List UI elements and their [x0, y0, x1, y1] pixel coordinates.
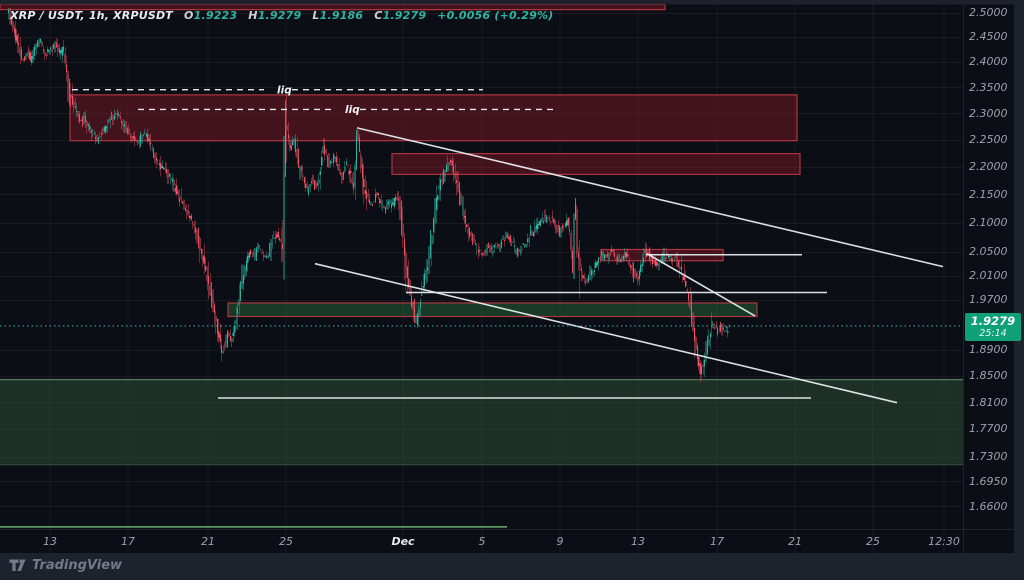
symbol-legend: XRP / USDT, 1h, XRPUSDT O1.9223 H1.9279 …	[10, 9, 553, 22]
price-axis-label: 2.2000	[969, 160, 1008, 174]
price-axis-label: 2.4500	[969, 30, 1008, 44]
supply-zone-1	[69, 94, 798, 142]
high-label: H	[248, 9, 258, 22]
time-axis-label: 12:30	[928, 535, 960, 548]
liquidity-line-1: liq	[72, 84, 483, 96]
time-axis-label: 25	[279, 535, 293, 548]
current-price-badge: 1.9279 25:14	[965, 312, 1021, 341]
low-value: 1.9186	[319, 9, 364, 22]
time-axis-label: 25	[866, 535, 880, 548]
badge-countdown: 25:14	[979, 328, 1007, 340]
time-axis-label: Dec	[391, 535, 415, 548]
liquidity-line-2: liq	[138, 104, 553, 116]
close-label: C	[374, 9, 383, 22]
price-axis-label: 2.3000	[969, 106, 1008, 120]
price-axis-label: 2.3500	[969, 80, 1008, 94]
time-axis-label: 21	[788, 535, 802, 548]
candlestick-series	[8, 7, 730, 383]
time-axis-label: 13	[631, 535, 645, 548]
demand-zone-2	[0, 379, 963, 465]
price-axis-label: 2.2500	[969, 133, 1008, 147]
price-axis-label: 2.0500	[969, 245, 1008, 259]
price-axis-label: 1.7300	[969, 450, 1008, 464]
demand-zone-1	[227, 302, 758, 318]
price-axis-label: 2.4000	[969, 55, 1008, 69]
tradingview-watermark: TradingView	[9, 558, 122, 573]
price-axis-label: 1.6950	[969, 474, 1008, 488]
symbol-title[interactable]: XRP / USDT, 1h, XRPUSDT	[10, 9, 174, 22]
price-axis-label: 1.6600	[969, 499, 1008, 513]
time-axis-label: 17	[121, 535, 135, 548]
time-axis-label: 13	[43, 535, 57, 548]
trendline-2	[314, 262, 898, 404]
time-axis-label: 5	[478, 535, 486, 548]
open-value: 1.9223	[193, 9, 238, 22]
price-axis-label: 2.0100	[969, 269, 1008, 283]
supply-zone-top-partial	[0, 4, 666, 11]
tradingview-logo-icon	[9, 559, 26, 571]
price-axis-label: 1.9700	[969, 293, 1008, 307]
change-value: +0.0056 (+0.29%)	[437, 9, 554, 22]
price-axis-label: 2.5000	[969, 6, 1008, 20]
price-axis-label: 2.1000	[969, 216, 1008, 230]
liquidity-label: liq	[345, 104, 360, 116]
liquidity-label: liq	[277, 84, 292, 96]
price-axis-label: 1.8900	[969, 343, 1008, 357]
time-axis-label: 17	[710, 535, 724, 548]
price-axis-label: 2.1500	[969, 187, 1008, 201]
tradingview-brand-text: TradingView	[32, 558, 123, 573]
open-label: O	[184, 9, 194, 22]
time-axis-label: 9	[556, 535, 564, 548]
supply-zone-2	[391, 153, 801, 175]
trendline-1	[356, 127, 944, 268]
time-axis-label: 21	[201, 535, 215, 548]
low-label: L	[312, 9, 320, 22]
price-axis-label: 1.7700	[969, 422, 1008, 436]
high-value: 1.9279	[257, 9, 302, 22]
close-value: 1.9279	[382, 9, 427, 22]
badge-price: 1.9279	[970, 313, 1016, 328]
trendline-3	[646, 252, 756, 317]
price-axis-label: 1.8100	[969, 395, 1008, 409]
price-axis-label: 1.8500	[969, 369, 1008, 383]
